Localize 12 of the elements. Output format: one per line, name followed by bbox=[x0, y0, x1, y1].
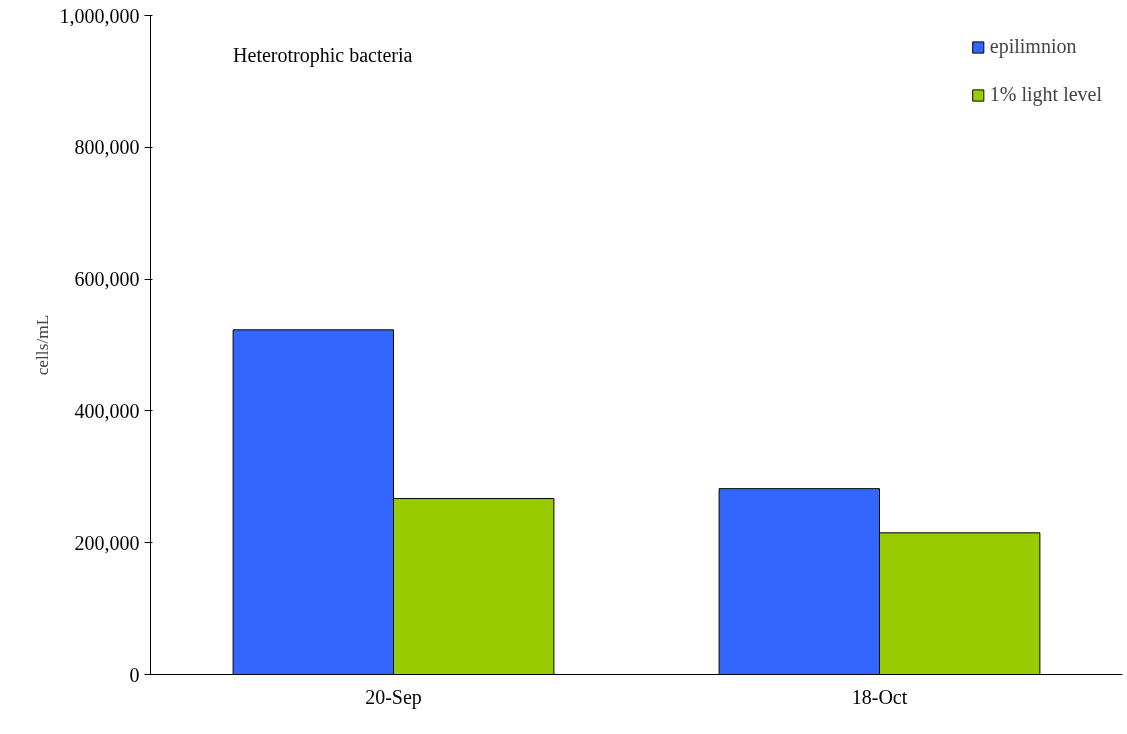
y-tick-label: 1,000,000 bbox=[59, 4, 140, 27]
x-tick-label: 18-Oct bbox=[851, 685, 908, 708]
x-tick-label: 20-Sep bbox=[365, 685, 422, 709]
y-tick-label: 200,000 bbox=[74, 531, 140, 554]
y-tick-label: 800,000 bbox=[74, 136, 140, 159]
text: Heterotrophic bacteria bbox=[233, 43, 413, 67]
y-tick-label: 0 bbox=[129, 663, 140, 686]
legend-label: 1% light level bbox=[989, 83, 1102, 106]
y-axis-title: cells/mL bbox=[32, 314, 52, 376]
legend-label: epilimnion bbox=[989, 35, 1077, 58]
y-tick-label: 600,000 bbox=[74, 268, 140, 291]
y-tick-label: 400,000 bbox=[74, 399, 140, 422]
